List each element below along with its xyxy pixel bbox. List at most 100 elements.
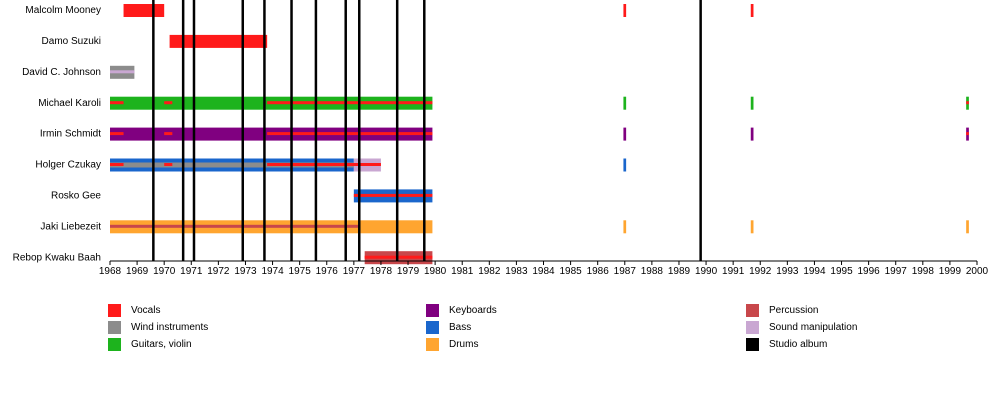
legend-swatch: [108, 337, 121, 351]
role-bar-vocals: [110, 101, 124, 105]
member-bars: [110, 4, 969, 265]
x-tick-label: 1984: [532, 266, 555, 277]
role-bar-wind: [110, 162, 354, 168]
member-name-label: David C. Johnson: [22, 67, 101, 78]
role-bar-vocals: [164, 163, 173, 166]
legend-swatch: [746, 320, 759, 334]
legend-item-album: Studio album: [746, 337, 827, 351]
x-tick-label: 1997: [885, 266, 908, 277]
role-bar-sound: [110, 70, 135, 74]
x-tick-label: 1977: [343, 266, 366, 277]
member-name-label: Damo Suzuki: [42, 36, 101, 47]
legend-label: Studio album: [769, 338, 828, 350]
legend-label: Bass: [449, 321, 472, 333]
legend-item-keyboards: Keyboards: [426, 303, 497, 317]
legend-item-percussion: Percussion: [746, 303, 818, 317]
role-bar-vocals: [267, 163, 381, 166]
x-tick-label: 1988: [641, 266, 664, 277]
role-bar-vocals: [750, 4, 754, 17]
legend-item-guitar: Guitars, violin: [108, 337, 192, 351]
role-bar-keyboards: [750, 127, 754, 141]
x-tick-label: 1989: [668, 266, 691, 277]
legend-label: Percussion: [769, 304, 819, 316]
x-tick-label: 1990: [695, 266, 718, 277]
x-tick-label: 1974: [261, 266, 284, 277]
x-tick-label: 1980: [424, 266, 447, 277]
x-tick-label: 1985: [559, 266, 582, 277]
role-bar-keyboards: [623, 127, 627, 141]
x-tick-label: 1970: [153, 266, 176, 277]
legend-label: Keyboards: [449, 304, 497, 316]
role-bar-bass: [623, 158, 627, 172]
legend-swatch: [746, 303, 759, 317]
x-tick-label: 1969: [126, 266, 149, 277]
x-tick-label: 1992: [749, 266, 772, 277]
x-tick-label: 1968: [99, 266, 122, 277]
member-name-label: Malcolm Mooney: [25, 5, 101, 16]
x-tick-label: 1994: [803, 266, 826, 277]
legend-swatch: [746, 337, 759, 351]
legend-label: Sound manipulation: [769, 321, 858, 333]
legend-item-sound: Sound manipulation: [746, 320, 857, 334]
x-tick-label: 1999: [939, 266, 962, 277]
x-tick-label: 1979: [397, 266, 420, 277]
legend-item-bass: Bass: [426, 320, 471, 334]
x-tick-label: 1982: [478, 266, 501, 277]
legend-item-vocals: Vocals: [108, 303, 160, 317]
role-bar-vocals: [364, 255, 433, 259]
member-name-label: Holger Czukay: [35, 160, 101, 171]
x-tick-label: 1978: [370, 266, 393, 277]
legend-label: Wind instruments: [131, 321, 209, 333]
x-tick-label: 2000: [966, 266, 989, 277]
role-bar-vocals: [966, 101, 969, 105]
legend-label: Vocals: [131, 304, 161, 316]
x-tick-label: 1973: [234, 266, 257, 277]
role-bar-drums: [966, 220, 969, 234]
member-name-label: Rebop Kwaku Baah: [13, 252, 101, 263]
member-name-label: Michael Karoli: [38, 98, 101, 109]
role-bar-vocals: [353, 193, 433, 197]
role-bar-drums: [623, 220, 627, 234]
legend-swatch: [108, 303, 121, 317]
x-tick-label: 1996: [858, 266, 881, 277]
x-tick-label: 1976: [316, 266, 339, 277]
member-name-label: Rosko Gee: [51, 191, 101, 202]
member-name-label: Irmin Schmidt: [40, 129, 101, 140]
legend-item-wind: Wind instruments: [108, 320, 208, 334]
role-bar-guitar: [750, 96, 754, 110]
legend-item-drums: Drums: [426, 337, 478, 351]
x-axis: 1968 1969 1970 1971 1972 1973 1974 1975 1976 1977…: [99, 260, 989, 277]
member-names: Malcolm Mooney Damo Suzuki David C. Johnso…: [13, 5, 102, 263]
x-tick-label: 1991: [722, 266, 745, 277]
role-bar-vocals: [267, 101, 433, 105]
x-tick-label: 1971: [180, 266, 203, 277]
legend-swatch: [426, 303, 439, 317]
role-bar-vocals: [164, 101, 173, 105]
role-bar-vocals: [110, 163, 124, 166]
legend-swatch: [426, 337, 439, 351]
x-tick-label: 1972: [207, 266, 230, 277]
role-bar-vocals: [966, 132, 969, 136]
x-tick-label: 1981: [451, 266, 474, 277]
legend-label: Guitars, violin: [131, 338, 192, 350]
member-name-label: Jaki Liebezeit: [40, 221, 101, 232]
x-tick-label: 1983: [505, 266, 528, 277]
x-tick-label: 1986: [587, 266, 610, 277]
legend-label: Drums: [449, 338, 479, 350]
role-bar-percussion: [110, 224, 360, 228]
x-tick-label: 1975: [289, 266, 312, 277]
x-tick-label: 1987: [614, 266, 637, 277]
role-bar-vocals: [110, 132, 124, 136]
legend-swatch: [108, 320, 121, 334]
role-bar-drums: [750, 220, 754, 234]
x-tick-label: 1998: [912, 266, 935, 277]
role-bar-vocals: [267, 132, 433, 136]
role-bar-vocals: [164, 132, 173, 136]
x-tick-label: 1995: [830, 266, 853, 277]
x-tick-label: 1993: [776, 266, 799, 277]
studio-album-lines: [152, 0, 702, 261]
role-bar-vocals: [623, 4, 627, 17]
role-bar-guitar: [623, 96, 627, 110]
